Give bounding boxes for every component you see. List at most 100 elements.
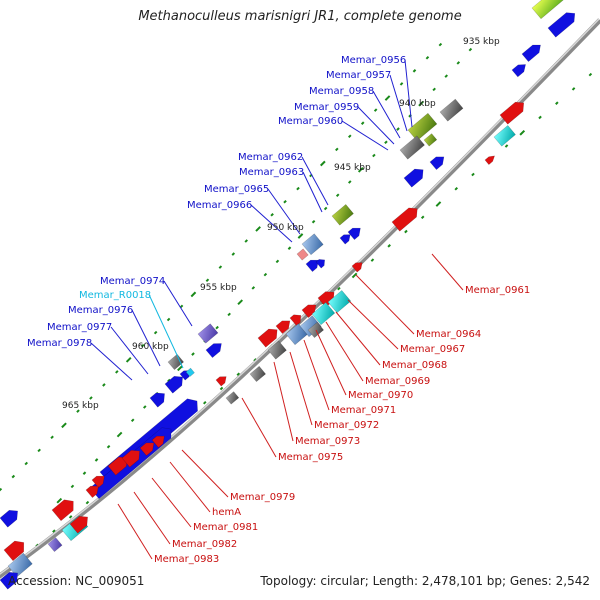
- gene-block: [307, 321, 324, 339]
- tick-mark: [588, 72, 593, 77]
- gene-label: Memar_0964: [416, 329, 481, 340]
- gene-glyph: [197, 323, 219, 344]
- gene-label: Memar_0973: [295, 436, 360, 447]
- gene-glyph: [484, 155, 495, 165]
- kbp-label: 960 kbp: [132, 342, 169, 352]
- gene-glyph: [311, 302, 336, 326]
- gene-label: Memar_R0018: [79, 290, 151, 301]
- tick-mark: [125, 356, 132, 363]
- leader-line: [357, 106, 395, 145]
- tick-mark: [425, 55, 430, 60]
- map-title: Methanoculleus marisnigri JR1, complete …: [138, 9, 462, 24]
- tick-mark: [287, 246, 292, 250]
- gene-arrow: [547, 12, 576, 38]
- gene-features: [0, 0, 584, 590]
- gene-label: Memar_0975: [278, 452, 343, 463]
- tick-mark: [297, 233, 304, 239]
- tick-mark: [237, 299, 244, 306]
- gene-block: [399, 135, 425, 160]
- tick-mark: [571, 87, 576, 91]
- tick-mark: [283, 199, 287, 204]
- gene-label: Memar_0962: [238, 152, 303, 163]
- tick-mark: [504, 144, 509, 148]
- gene-block: [296, 248, 309, 261]
- gene-label: Memar_0961: [465, 285, 530, 296]
- gene-glyph: [275, 320, 291, 335]
- gene-glyph: [225, 391, 240, 405]
- tick-mark: [61, 422, 67, 429]
- gene-block: [185, 367, 195, 377]
- leader-line: [301, 156, 329, 206]
- tick-mark: [335, 193, 340, 198]
- gene-glyph: [0, 510, 18, 528]
- leader-line: [117, 503, 153, 560]
- gene-label: Memar_0971: [331, 405, 396, 416]
- tick-mark: [360, 121, 365, 125]
- tick-mark: [454, 186, 459, 191]
- gene-block: [327, 290, 352, 314]
- tick-mark: [166, 317, 171, 322]
- tick-mark: [68, 515, 73, 519]
- leader-line: [169, 461, 211, 513]
- leader-line: [148, 294, 184, 369]
- gene-glyph: [531, 0, 584, 20]
- gene-arrow: [139, 442, 155, 457]
- leader-line: [325, 321, 364, 382]
- tick-mark: [11, 474, 16, 479]
- gene-glyph: [493, 125, 516, 147]
- tick-mark: [140, 343, 145, 348]
- tick-mark: [263, 272, 268, 277]
- genome-summary-text: Topology: circular; Length: 2,478,101 bp…: [260, 574, 590, 588]
- gene-glyph: [307, 321, 324, 339]
- tick-mark: [52, 529, 56, 533]
- gene-label: Memar_0963: [239, 167, 304, 178]
- leader-line: [347, 299, 399, 350]
- gene-block: [167, 353, 184, 371]
- gene-glyph: [215, 376, 227, 387]
- leader-line: [389, 74, 408, 132]
- tick-mark: [253, 358, 257, 362]
- gene-block: [331, 204, 354, 226]
- leader-line: [163, 280, 193, 327]
- gene-label: Memar_0978: [27, 338, 92, 349]
- gene-glyph: [407, 112, 438, 142]
- gene-label: Memar_0968: [382, 360, 447, 371]
- gene-glyph: [85, 485, 99, 499]
- tick-mark: [191, 352, 195, 356]
- kbp-label: 965 kbp: [62, 401, 99, 411]
- tick-mark: [24, 461, 29, 466]
- gene-label: Memar_0967: [400, 344, 465, 355]
- gene-arrow: [499, 101, 525, 125]
- gene-block: [225, 391, 240, 405]
- gene-glyph: [315, 259, 325, 269]
- tick-mark: [275, 259, 280, 264]
- gene-glyph: [267, 340, 287, 360]
- gene-arrow: [215, 376, 227, 387]
- gene-arrow: [151, 435, 165, 449]
- gene-glyph: [296, 248, 309, 261]
- gene-block: [267, 340, 287, 360]
- gene-block: [197, 323, 219, 344]
- leader-line: [90, 342, 133, 381]
- gene-glyph: [339, 234, 351, 245]
- tick-mark: [373, 108, 378, 112]
- gene-arrow: [275, 320, 291, 335]
- gene-arrow: [351, 262, 363, 273]
- gene-label: Memar_0981: [193, 522, 258, 533]
- tick-mark: [85, 500, 90, 505]
- tick-mark: [538, 115, 542, 120]
- tick-mark: [190, 291, 197, 298]
- tick-mark: [347, 180, 352, 184]
- gene-block: [407, 112, 438, 142]
- gene-glyph: [403, 168, 424, 188]
- gene-arrow: [521, 44, 541, 63]
- tick-mark: [420, 215, 425, 220]
- leader-line: [110, 326, 149, 375]
- tick-mark: [335, 147, 339, 152]
- tick-mark: [438, 42, 443, 47]
- tick-mark: [384, 140, 388, 145]
- gene-glyph: [399, 135, 425, 160]
- gene-glyph: [429, 156, 445, 171]
- leader-line: [181, 449, 229, 498]
- kbp-label: 940 kbp: [399, 99, 436, 109]
